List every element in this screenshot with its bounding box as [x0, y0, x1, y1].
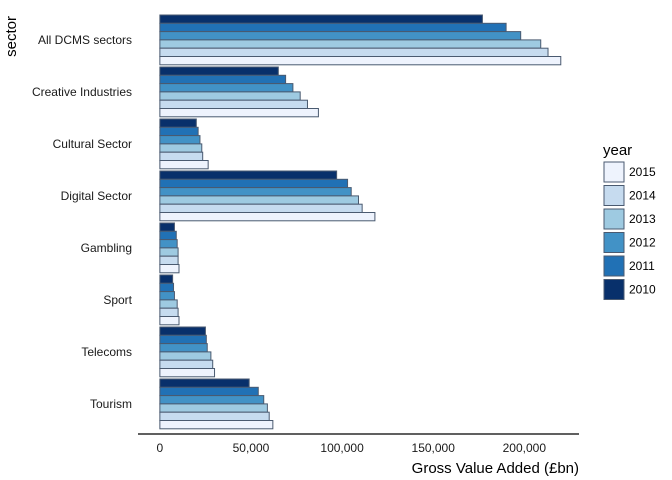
- bar-cultural-sector-2011: [159, 126, 199, 137]
- bar-creative-industries-2014: [159, 99, 308, 109]
- bar-sport-2013: [159, 299, 178, 309]
- bar-gambling-2010: [159, 222, 175, 232]
- bar-all-dcms-sectors-2013: [159, 39, 542, 49]
- bar-creative-industries-2010: [159, 66, 279, 76]
- bar-creative-industries-2011: [159, 74, 287, 85]
- x-tick-label: 50,000: [233, 441, 270, 455]
- y-tick-label: Cultural Sector: [53, 137, 132, 151]
- y-tick-label: Digital Sector: [61, 189, 132, 203]
- bar-creative-industries-2013: [159, 91, 301, 101]
- bar-tourism-2011: [159, 386, 259, 397]
- bar-cultural-sector-2015: [159, 160, 209, 170]
- bar-all-dcms-sectors-2014: [159, 47, 549, 58]
- bar-telecoms-2012: [159, 343, 208, 353]
- legend-label: 2014: [629, 189, 656, 203]
- x-tick-label: 200,000: [503, 441, 547, 455]
- legend-swatch-2012: [603, 232, 625, 253]
- bar-telecoms-2015: [159, 368, 216, 378]
- bar-digital-sector-2014: [159, 203, 363, 213]
- bar-digital-sector-2012: [159, 187, 352, 197]
- bar-all-dcms-sectors-2010: [159, 14, 483, 24]
- legend-label: 2011: [629, 259, 655, 273]
- bar-digital-sector-2015: [159, 212, 376, 222]
- legend: 2015 2014 2013 2012 2011 2010: [603, 161, 656, 300]
- legend-title: year: [603, 142, 632, 159]
- legend-swatch-2010: [603, 279, 625, 300]
- bar-digital-sector-2010: [159, 170, 338, 180]
- legend-label: 2010: [629, 283, 656, 297]
- bar-telecoms-2010: [159, 326, 206, 336]
- bar-tourism-2012: [159, 395, 265, 405]
- x-tick-labels: 0 50,000 100,000 150,000 200,000: [157, 441, 547, 455]
- bar-gambling-2013: [159, 247, 179, 257]
- bar-cultural-sector-2012: [159, 135, 201, 145]
- bar-all-dcms-sectors-2012: [159, 31, 522, 41]
- bar-sport-2010: [159, 274, 174, 284]
- bar-cultural-sector-2010: [159, 118, 197, 128]
- legend-label: 2015: [629, 165, 656, 179]
- bar-all-dcms-sectors-2011: [159, 22, 507, 33]
- y-tick-label: Creative Industries: [32, 85, 132, 99]
- bar-gambling-2011: [159, 230, 177, 241]
- legend-label: 2012: [629, 236, 656, 250]
- bar-gambling-2012: [159, 239, 178, 249]
- bars-layer: [159, 14, 562, 430]
- bar-tourism-2013: [159, 403, 268, 413]
- bar-sport-2012: [159, 291, 175, 301]
- bar-creative-industries-2012: [159, 83, 294, 93]
- bar-telecoms-2011: [159, 334, 207, 345]
- legend-swatch-2013: [603, 208, 625, 230]
- bar-all-dcms-sectors-2015: [159, 56, 562, 66]
- y-axis-title: sector: [3, 16, 20, 57]
- legend-label: 2013: [629, 212, 656, 226]
- bar-gambling-2015: [159, 264, 180, 274]
- bar-digital-sector-2013: [159, 195, 359, 205]
- bar-telecoms-2013: [159, 351, 212, 361]
- bar-sport-2015: [159, 316, 180, 326]
- legend-swatch-2015: [603, 161, 625, 183]
- bar-digital-sector-2011: [159, 178, 349, 189]
- x-tick-label: 100,000: [320, 441, 364, 455]
- bar-tourism-2015: [159, 420, 274, 430]
- bar-creative-industries-2015: [159, 108, 319, 118]
- y-tick-labels: All DCMS sectors Creative Industries Cultu…: [32, 33, 133, 411]
- legend-swatch-2014: [603, 185, 625, 206]
- x-axis-title: Gross Value Added (£bn): [412, 460, 579, 477]
- bar-gambling-2014: [159, 255, 179, 266]
- y-tick-label: Telecoms: [81, 345, 132, 359]
- bar-cultural-sector-2014: [159, 151, 204, 161]
- y-tick-label: Gambling: [81, 241, 132, 255]
- y-tick-label: Tourism: [90, 397, 132, 411]
- legend-swatch-2011: [603, 255, 625, 277]
- x-tick-label: 0: [157, 441, 164, 455]
- bar-sport-2011: [159, 282, 175, 293]
- bar-cultural-sector-2013: [159, 143, 203, 153]
- bar-sport-2014: [159, 307, 179, 318]
- bar-telecoms-2014: [159, 359, 214, 370]
- bar-tourism-2014: [159, 411, 270, 422]
- y-tick-label: All DCMS sectors: [38, 33, 132, 47]
- bar-tourism-2010: [159, 378, 250, 388]
- x-tick-label: 150,000: [412, 441, 456, 455]
- y-tick-label: Sport: [103, 293, 132, 307]
